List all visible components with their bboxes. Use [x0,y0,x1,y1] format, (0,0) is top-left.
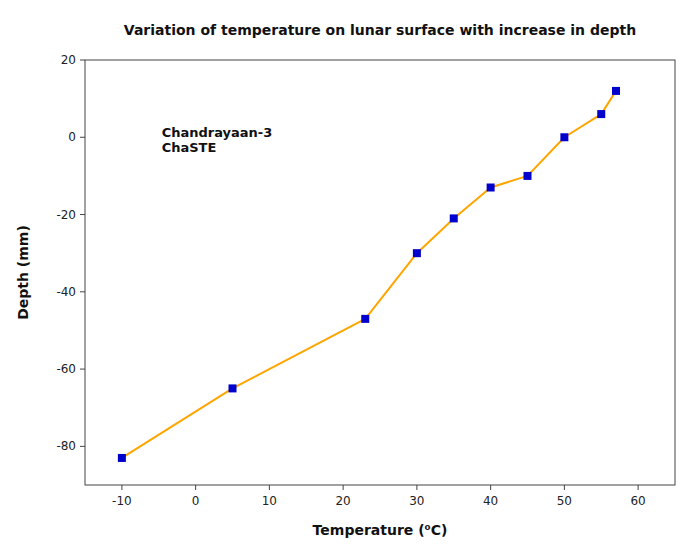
x-tick-label: -10 [112,494,132,508]
annotation-line: Chandrayaan-3 [162,125,273,140]
y-axis-label: Depth (mm) [15,225,31,320]
x-tick-label: 0 [192,494,200,508]
x-tick-label: 10 [262,494,277,508]
y-tick [80,60,85,61]
line [122,91,616,458]
y-tick [80,291,85,292]
title: Variation of temperature on lunar surfac… [124,22,636,38]
x-tick [269,485,270,490]
marker [487,184,495,192]
x-tick-label: 40 [483,494,498,508]
marker [560,133,568,141]
x-tick [121,485,122,490]
annotation-line: ChaSTE [162,140,217,155]
x-tick [195,485,196,490]
x-tick-label: 20 [335,494,350,508]
marker [118,454,126,462]
y-tick-label: -20 [56,208,76,222]
x-tick-label: 60 [630,494,645,508]
marker [597,110,605,118]
marker [524,172,532,180]
y-tick-label: 0 [68,130,76,144]
marker [450,214,458,222]
x-tick [416,485,417,490]
x-tick [490,485,491,490]
plot-frame [85,60,675,485]
x-tick-label: 50 [557,494,572,508]
annotation: Chandrayaan-3ChaSTE [162,125,273,156]
x-tick [343,485,344,490]
y-tick [80,369,85,370]
x-tick [564,485,565,490]
chart: -10 0 10 20 30 40 50 60 -80 -60 -40 -20 0 20 Temperatu… [0,0,700,560]
y-tick [80,214,85,215]
y-tick [80,137,85,138]
marker [361,315,369,323]
y-tick-label: -80 [56,439,76,453]
x-tick [638,485,639,490]
y-tick-label: -40 [56,285,76,299]
marker [612,87,620,95]
y-tick [80,446,85,447]
x-axis-label: Temperature (⁰C) [313,522,448,538]
y-tick-label: 20 [61,53,76,67]
y-tick-label: -60 [56,362,76,376]
x-tick-label: 30 [409,494,424,508]
marker [229,384,237,392]
plot-area [118,87,620,462]
marker [413,249,421,257]
